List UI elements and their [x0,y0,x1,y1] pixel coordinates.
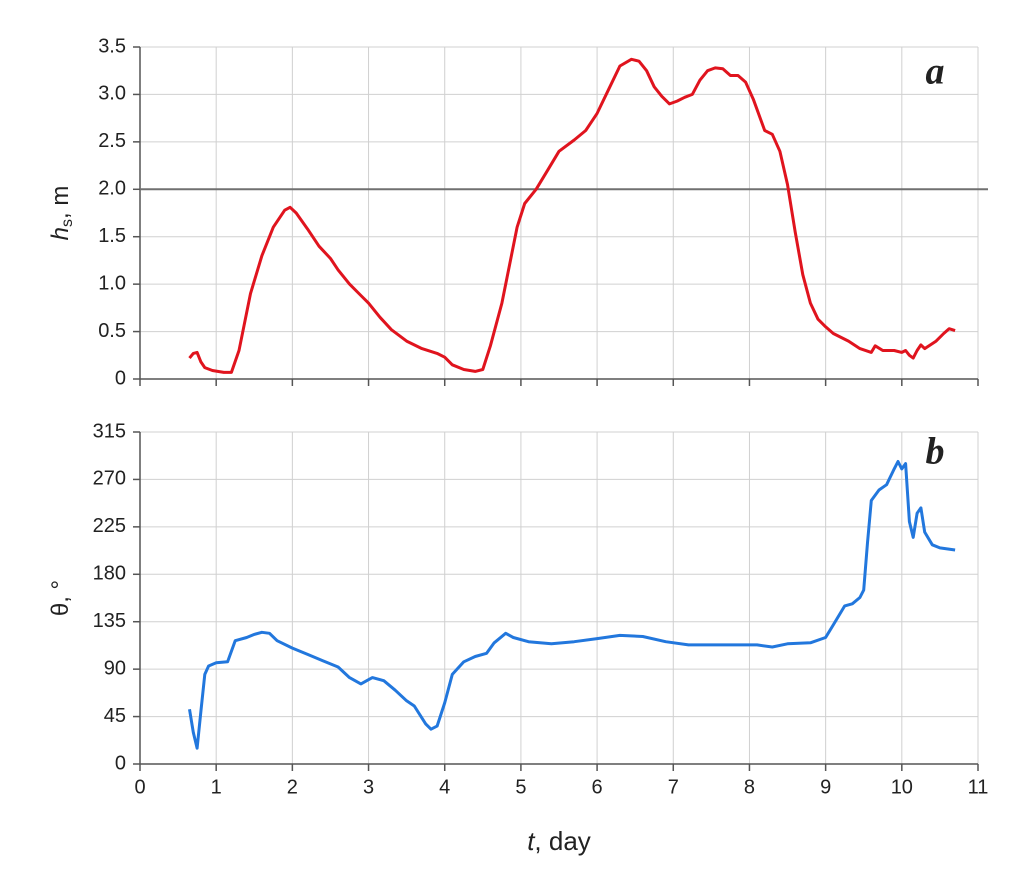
data-line [188,57,956,374]
x-tick-label: 6 [592,776,603,798]
y-label-symbol: θ [47,603,74,616]
y-label-unit: , ° [47,580,74,603]
x-tick-label: 11 [968,776,989,798]
y-tick-label: 0.5 [98,320,126,342]
x-tick-label: 5 [515,776,526,798]
y-tick-label: 3.5 [98,35,126,57]
y-label-symbol: h [47,227,74,240]
y-tick-label: 3.0 [98,83,126,105]
y-tick-label: 270 [93,468,126,490]
y-tick-label: 2.5 [98,130,126,152]
y-axis-label: hs, m [47,186,76,241]
x-label-unit: , day [534,826,590,856]
y-tick-label: 2.0 [98,178,126,200]
y-tick-label: 0 [115,752,126,774]
y-label-unit: , m [47,186,74,219]
x-tick-label: 1 [211,776,222,798]
y-axis-label: θ, ° [47,580,74,616]
data-line [188,460,956,750]
panel-label: a [926,51,945,93]
x-tick-label: 10 [891,776,913,798]
y-tick-label: 1.0 [98,272,126,294]
y-tick-label: 180 [93,563,126,585]
x-tick-label: 3 [363,776,374,798]
x-tick-label: 0 [134,776,145,798]
y-tick-label: 45 [104,705,126,727]
panel-label: b [926,431,945,473]
y-tick-label: 315 [93,420,126,442]
y-tick-label: 225 [93,515,126,537]
x-tick-label: 7 [668,776,679,798]
x-tick-label: 2 [287,776,298,798]
x-tick-label: 8 [744,776,755,798]
x-label-symbol: t [527,826,536,856]
y-tick-label: 135 [93,610,126,632]
y-tick-label: 90 [104,657,126,679]
y-tick-label: 0 [115,367,126,389]
x-tick-label: 4 [439,776,450,798]
y-tick-label: 1.5 [98,225,126,247]
x-axis-label: t, day [527,826,591,856]
y-label-subscript: s [59,219,76,227]
x-tick-label: 9 [820,776,831,798]
